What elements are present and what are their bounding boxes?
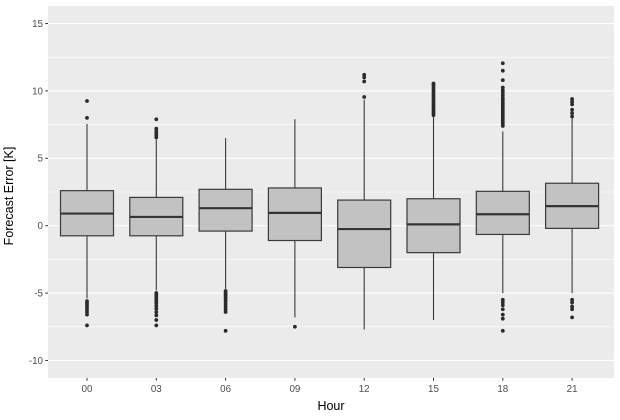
outlier-point [154,306,159,311]
outlier-point [500,85,505,90]
y-tick-label: 15 [32,19,43,30]
x-tick-label: 18 [497,384,508,395]
outlier-point [293,324,297,329]
outlier-point [570,114,574,119]
x-tick-label: 00 [82,384,93,395]
outlier-point [500,297,505,302]
x-tick-label: 21 [567,384,578,395]
outlier-point [362,72,367,77]
x-tick-label: 15 [428,384,439,395]
outlier-point [154,313,159,318]
box-hour-12 [337,199,392,269]
outlier-point [500,93,505,97]
y-tick-label: 5 [38,154,44,165]
outlier-point [223,328,228,333]
outlier-point [223,301,228,306]
outlier-point [570,102,574,107]
outlier-point [223,304,228,309]
x-tick-label: 12 [359,384,370,395]
x-tick-label: 03 [151,384,162,395]
outlier-point [500,316,505,321]
y-axis-title: Forecast Error [K] [2,147,16,246]
outlier-point [500,61,505,66]
x-tick-label: 06 [220,384,231,395]
outlier-point [85,310,89,314]
box-hour-06 [198,188,253,232]
outlier-point [85,115,89,120]
y-tick-label: 10 [32,86,43,97]
box-hour-09 [267,187,322,242]
outlier-point [154,318,159,322]
box-hour-18 [475,190,530,236]
outlier-point [500,303,505,308]
outlier-point [500,68,505,73]
outlier-point [223,307,228,312]
outlier-point [570,315,574,320]
outlier-point [362,75,367,80]
outlier-point [85,307,89,312]
y-tick-label: -5 [34,288,43,299]
outlier-point [223,310,228,314]
outlier-point [154,117,159,122]
outlier-point [500,328,505,333]
outlier-point [570,99,574,104]
outlier-point [362,79,367,84]
box-hour-15 [406,198,461,254]
outlier-point [570,300,574,305]
outlier-point [570,107,574,112]
outlier-point [223,299,228,304]
y-tick-label: 0 [38,221,44,232]
outlier-point [85,312,89,317]
x-tick-label: 09 [289,384,300,395]
outlier-point [570,111,574,116]
outlier-point [500,300,505,305]
outlier-point [570,97,574,101]
outlier-point [570,297,574,302]
outlier-point [500,88,505,93]
outlier-point [500,307,505,312]
outlier-point [570,307,574,312]
outlier-point [431,81,436,86]
outlier-point [500,312,505,317]
outlier-point [362,95,367,99]
y-tick-label: -10 [29,356,44,367]
chart-render-layer: -10 -5 0 5 10 15 00 03 06 09 12 15 18 21 [29,6,614,395]
x-axis-title: Hour [317,399,344,413]
outlier-point [154,310,159,314]
outlier-point [154,126,159,131]
outlier-point [154,301,159,306]
outlier-point [154,323,159,328]
outlier-point [154,129,159,134]
outlier-point [154,303,159,308]
outlier-point [85,99,89,103]
outlier-point [85,323,89,328]
outlier-point [500,78,505,83]
outlier-point [570,304,574,309]
outlier-point [500,95,505,100]
